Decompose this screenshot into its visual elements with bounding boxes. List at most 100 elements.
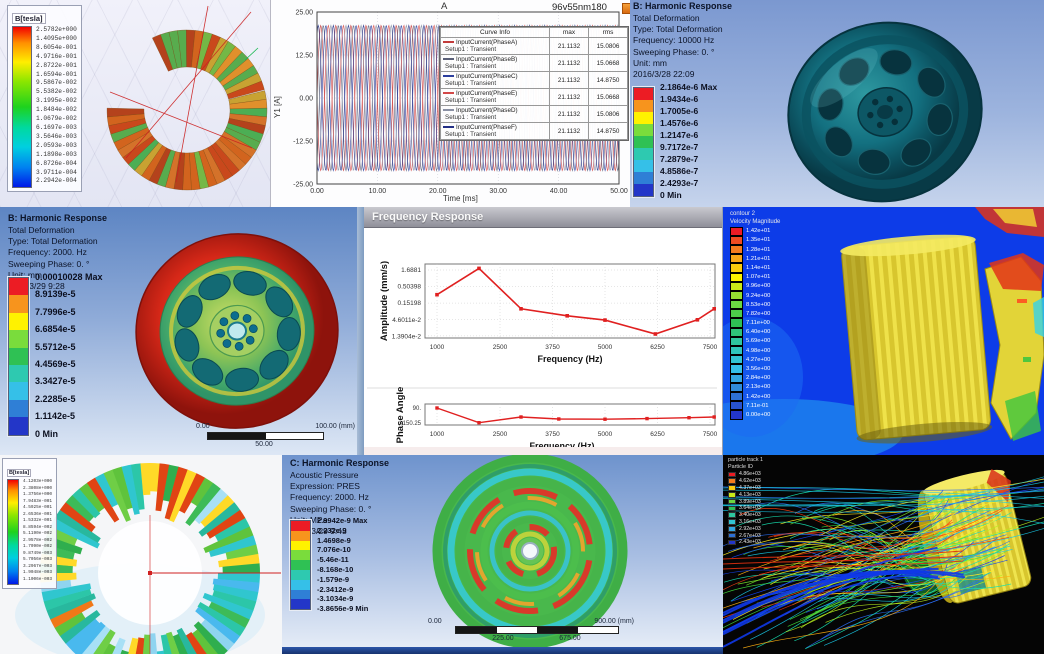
svg-text:0.15198: 0.15198	[398, 300, 422, 307]
rotor-field-view	[0, 455, 282, 654]
header-line: Sweeping Phase: 0. °	[633, 46, 715, 57]
legend-value: 0.00010028 Max	[35, 272, 103, 282]
curve-row: InputCurrent(PhaseA) Setup1 : Transient 2…	[439, 37, 629, 55]
legend-row: 3.89e+03	[728, 498, 763, 505]
legend-colorbar	[8, 277, 29, 436]
panel-harmonic-10000hz: B: Harmonic Response Total Deformation Typ…	[630, 0, 1044, 207]
svg-text:-150.25: -150.25	[401, 421, 422, 427]
window-titlebar[interactable]: Frequency Response	[364, 207, 722, 228]
legend-value: 1.1142e-5	[35, 411, 76, 422]
curve-row: InputCurrent(PhaseB) Setup1 : Transient 2…	[439, 54, 629, 72]
frequency-response-charts: 1.6881 0.50398 0.15198 4.6011e-2 1.3904e-2 10…	[357, 228, 722, 455]
legend-row: 1.42e+01	[730, 226, 780, 236]
legend-value: 7.2879e-7	[660, 154, 699, 165]
legend-value: -5.46e-11	[317, 555, 349, 565]
legend-row: 2.43e+03	[728, 539, 763, 546]
scale-ruler: 0.00 100.00 (mm) 50.00	[0, 423, 357, 455]
header-line: Frequency: 2000. Hz	[290, 492, 369, 503]
legend-title: B[tesla]	[7, 469, 32, 477]
legend-row: 9.24e+00	[730, 290, 780, 301]
curve-row: InputCurrent(PhaseC) Setup1 : Transient 2…	[439, 71, 629, 89]
window-left-edge	[357, 207, 364, 455]
deformation-legend: 0.00010028 Max 8.9139e-5 7.7996e-5 6.6854e-…	[8, 272, 155, 439]
panel-acoustic-pressure: C: Harmonic Response Acoustic Pressure Exp…	[282, 455, 723, 654]
legend-value: 1.4576e-6	[660, 118, 699, 129]
legend-row: 1.14e+01	[730, 263, 780, 273]
ruler-label: 225.00	[492, 635, 514, 642]
header-line: C: Harmonic Response	[290, 458, 390, 468]
legend-value: 9.7172e-7	[660, 142, 699, 153]
svg-text:-12.50: -12.50	[293, 139, 313, 146]
legend-value: 4.4569e-5	[35, 359, 76, 369]
svg-text:7500: 7500	[703, 344, 718, 351]
curve-row: InputCurrent(PhaseE) Setup1 : Transient 2…	[439, 88, 629, 106]
svg-text:25.00: 25.00	[295, 10, 313, 17]
svg-text:-25.00: -25.00	[293, 182, 313, 189]
flux-density-legend: B[tesla] 2.5782e+000 1.4095e+000 8.6054e…	[7, 5, 82, 192]
panel-maxwell-torus: B[tesla] 2.5782e+000 1.4095e+000 8.6054e…	[0, 0, 270, 207]
legend-row: 1.35e+01	[730, 235, 780, 245]
header-line: B: Harmonic Response	[8, 213, 108, 223]
flag-icon[interactable]	[622, 3, 630, 14]
svg-text:Frequency (Hz): Frequency (Hz)	[537, 354, 602, 364]
header-line: 2018/3/29 9:28	[8, 280, 65, 291]
panel-harmonic-2000hz: B: Harmonic Response Total Deformation Typ…	[0, 207, 357, 455]
legend-value: 2.4293e-7	[660, 178, 699, 189]
legend-value: 7.076e-10	[317, 545, 351, 555]
svg-text:40.00: 40.00	[550, 188, 568, 195]
legend-value: 1.2147e-6	[660, 130, 699, 141]
legend-row: 7.11e-01	[730, 401, 780, 411]
legend-row: 6.40e+00	[730, 327, 780, 337]
flywheel-model-view	[0, 207, 357, 455]
svg-text:30.00: 30.00	[489, 188, 507, 195]
legend-row: 3.56e+00	[730, 364, 780, 374]
legend-row: 1.28e+01	[730, 244, 780, 255]
legend-value: 1.4698e-9	[317, 535, 351, 545]
svg-text:0.00: 0.00	[299, 96, 313, 103]
legend-row: 1.42e+00	[730, 391, 780, 402]
curve-swatch	[443, 126, 454, 129]
legend-row: 7.11e+00	[730, 318, 780, 328]
header-line: Acoustic Pressure	[290, 469, 359, 480]
svg-text:0.50398: 0.50398	[398, 284, 422, 291]
legend-row: 4.27e+00	[730, 355, 780, 365]
legend-row: 2.92e+03	[728, 525, 763, 532]
legend-value: 2.9942e-9 Max	[317, 515, 368, 525]
svg-text:12.50: 12.50	[295, 53, 313, 60]
legend-value: -2.3412e-9	[317, 584, 354, 594]
legend-value: 3.3427e-5	[35, 376, 76, 387]
svg-text:1000: 1000	[430, 431, 445, 438]
legend-value: 4.8586e-7	[660, 166, 699, 177]
torus-model-view	[0, 0, 270, 207]
header-line: Frequency: 2000. Hz	[8, 247, 87, 258]
legend-row: 1.07e+01	[730, 272, 780, 282]
legend-value: -1.579e-9	[317, 574, 350, 584]
svg-text:2500: 2500	[493, 344, 508, 351]
svg-text:1.3904e-2: 1.3904e-2	[392, 333, 422, 340]
svg-text:3750: 3750	[545, 344, 560, 351]
plot-title: A	[441, 1, 448, 12]
panel-cfd-velocity: contour 2 Velocity Magnitude 1.42e+01 1.35…	[723, 207, 1044, 455]
ruler-label: 900.00 (mm)	[594, 618, 634, 625]
legend-row: 2.13e+00	[730, 382, 780, 392]
svg-text:10.00: 10.00	[369, 188, 387, 195]
header-line: Sweeping Phase: 0. °	[8, 258, 90, 269]
legend-colorbar	[7, 479, 19, 585]
curve-swatch	[443, 92, 454, 95]
legend-values: 2.5782e+000 1.4095e+000 8.6054e-001 4.97…	[36, 26, 77, 185]
window-bottom-strip	[282, 647, 723, 654]
svg-text:7500: 7500	[703, 431, 718, 438]
legend-row: 0.00e+00	[730, 410, 780, 420]
svg-text:Amplitude (mm/s): Amplitude (mm/s)	[379, 261, 390, 341]
legend-row: 3.16e+03	[728, 519, 763, 526]
header-line: Type: Total Deformation	[8, 236, 98, 247]
legend-value: 5.5712e-5	[35, 341, 76, 352]
legend-row: 4.62e+03	[728, 478, 763, 485]
curve-swatch	[443, 109, 454, 112]
header-line: Unit: mm	[8, 269, 42, 280]
ruler-label: 675.00	[559, 635, 581, 642]
legend-row: 4.13e+03	[728, 491, 763, 498]
deformation-legend: 2.1864e-6 Max 1.9434e-6 1.7005e-6 1.4576e-6…	[633, 82, 780, 200]
legend-value: 0 Min	[35, 428, 59, 439]
legend-value: 8.9139e-5	[35, 289, 76, 300]
